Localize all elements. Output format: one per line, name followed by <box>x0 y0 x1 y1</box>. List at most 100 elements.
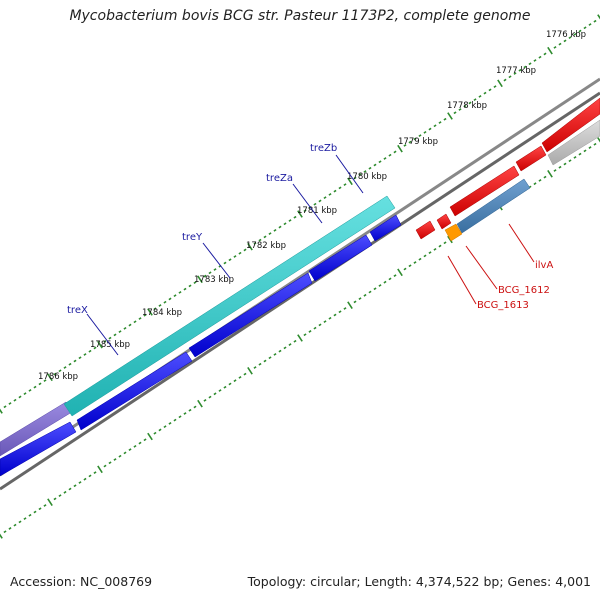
minor-tick <box>373 163 377 167</box>
minor-tick <box>163 300 167 304</box>
minor-tick <box>393 150 397 154</box>
minor-tick <box>293 215 297 219</box>
minor-tick <box>243 248 247 252</box>
minor-tick <box>133 320 137 324</box>
minor-tick <box>133 444 137 448</box>
minor-tick <box>428 251 432 255</box>
minor-tick <box>423 130 427 134</box>
minor-tick <box>403 267 407 271</box>
gene-feature-blue-4[interactable] <box>308 234 373 282</box>
gene-feature-red-3[interactable] <box>449 165 520 217</box>
minor-tick <box>163 425 167 429</box>
minor-tick <box>28 513 32 517</box>
major-tick <box>447 112 453 120</box>
gene-feature-blue-3[interactable] <box>188 272 313 358</box>
minor-tick <box>138 317 142 320</box>
minor-tick <box>378 160 382 164</box>
minor-tick <box>118 454 122 458</box>
minor-tick <box>218 389 222 392</box>
gene-feature-red-1[interactable] <box>415 220 436 240</box>
minor-tick <box>33 510 37 514</box>
tick-label: 1783 kbp <box>194 275 234 285</box>
gene-feature-trex[interactable] <box>63 195 396 417</box>
minor-tick <box>208 271 212 275</box>
minor-tick <box>553 46 557 49</box>
minor-tick <box>28 389 32 392</box>
minor-tick <box>383 157 387 160</box>
gene-feature-red-2[interactable] <box>436 213 452 230</box>
minor-tick <box>533 59 537 62</box>
minor-tick <box>373 287 377 291</box>
gene-label-treza: treZa <box>266 173 293 184</box>
gene-feature-bcg-1612[interactable] <box>444 223 463 242</box>
minor-tick <box>268 232 272 235</box>
minor-tick <box>173 418 177 422</box>
minor-tick <box>53 497 57 501</box>
minor-tick <box>288 219 292 222</box>
gene-feature-red-4[interactable] <box>515 145 547 172</box>
gene-label-trezb: treZb <box>310 143 337 154</box>
minor-tick <box>583 26 587 30</box>
minor-tick <box>253 242 257 245</box>
minor-tick <box>443 241 447 245</box>
minor-tick <box>593 19 597 23</box>
gene-feature-gray[interactable] <box>547 119 600 166</box>
gene-leader-lines <box>86 154 535 356</box>
genome-summary-text: Topology: circular; Length: 4,374,522 bp… <box>247 574 591 589</box>
gene-labels: treZb treZa treY treX ilvA BCG_1612 BCG_… <box>67 143 553 316</box>
minor-tick <box>63 366 67 369</box>
gene-feature-ilva[interactable] <box>456 178 531 234</box>
minor-tick <box>363 293 367 297</box>
tick-label: 1786 kbp <box>38 372 78 382</box>
minor-tick <box>338 186 342 190</box>
minor-tick <box>488 88 492 92</box>
minor-tick <box>233 255 237 258</box>
minor-tick <box>188 284 192 288</box>
minor-tick <box>168 421 172 425</box>
minor-tick <box>283 346 287 350</box>
minor-tick <box>223 261 227 265</box>
minor-tick <box>208 395 212 399</box>
minor-tick <box>453 111 457 115</box>
minor-tick <box>558 42 562 46</box>
gene-label-trey: treY <box>182 232 203 243</box>
minor-tick <box>268 356 272 360</box>
minor-tick <box>33 385 37 389</box>
minor-tick <box>408 264 412 268</box>
minor-tick <box>358 173 362 177</box>
tick-label: 1779 kbp <box>398 137 438 147</box>
minor-tick <box>543 175 547 179</box>
minor-tick <box>458 108 462 111</box>
gene-feature-blue-2[interactable] <box>76 351 193 431</box>
minor-tick <box>53 372 57 376</box>
major-tick <box>597 137 600 143</box>
minor-tick <box>318 323 322 327</box>
minor-tick <box>553 169 557 172</box>
minor-tick <box>73 484 77 488</box>
minor-tick <box>583 149 587 153</box>
minor-tick <box>413 137 417 141</box>
tick-label: 1780 kbp <box>347 172 387 182</box>
minor-tick <box>8 527 12 530</box>
minor-tick <box>308 330 312 333</box>
minor-tick <box>193 405 197 409</box>
minor-tick <box>403 144 407 147</box>
minor-tick <box>353 176 357 180</box>
gene-feature-blue-5[interactable] <box>369 214 402 242</box>
minor-tick <box>393 274 397 277</box>
minor-tick <box>263 235 267 239</box>
major-tick <box>547 46 553 55</box>
minor-tick <box>283 222 287 226</box>
minor-tick <box>383 280 387 284</box>
gene-feature-red-5[interactable] <box>541 97 600 153</box>
minor-tick <box>8 402 12 405</box>
minor-tick <box>313 326 317 330</box>
major-tick <box>47 373 53 382</box>
minor-tick <box>428 127 432 131</box>
minor-tick <box>338 310 342 314</box>
minor-tick <box>568 159 572 163</box>
minor-tick <box>108 461 112 465</box>
minor-tick <box>563 162 567 166</box>
gene-feature-blue-1[interactable] <box>0 421 77 477</box>
minor-tick <box>263 359 267 363</box>
